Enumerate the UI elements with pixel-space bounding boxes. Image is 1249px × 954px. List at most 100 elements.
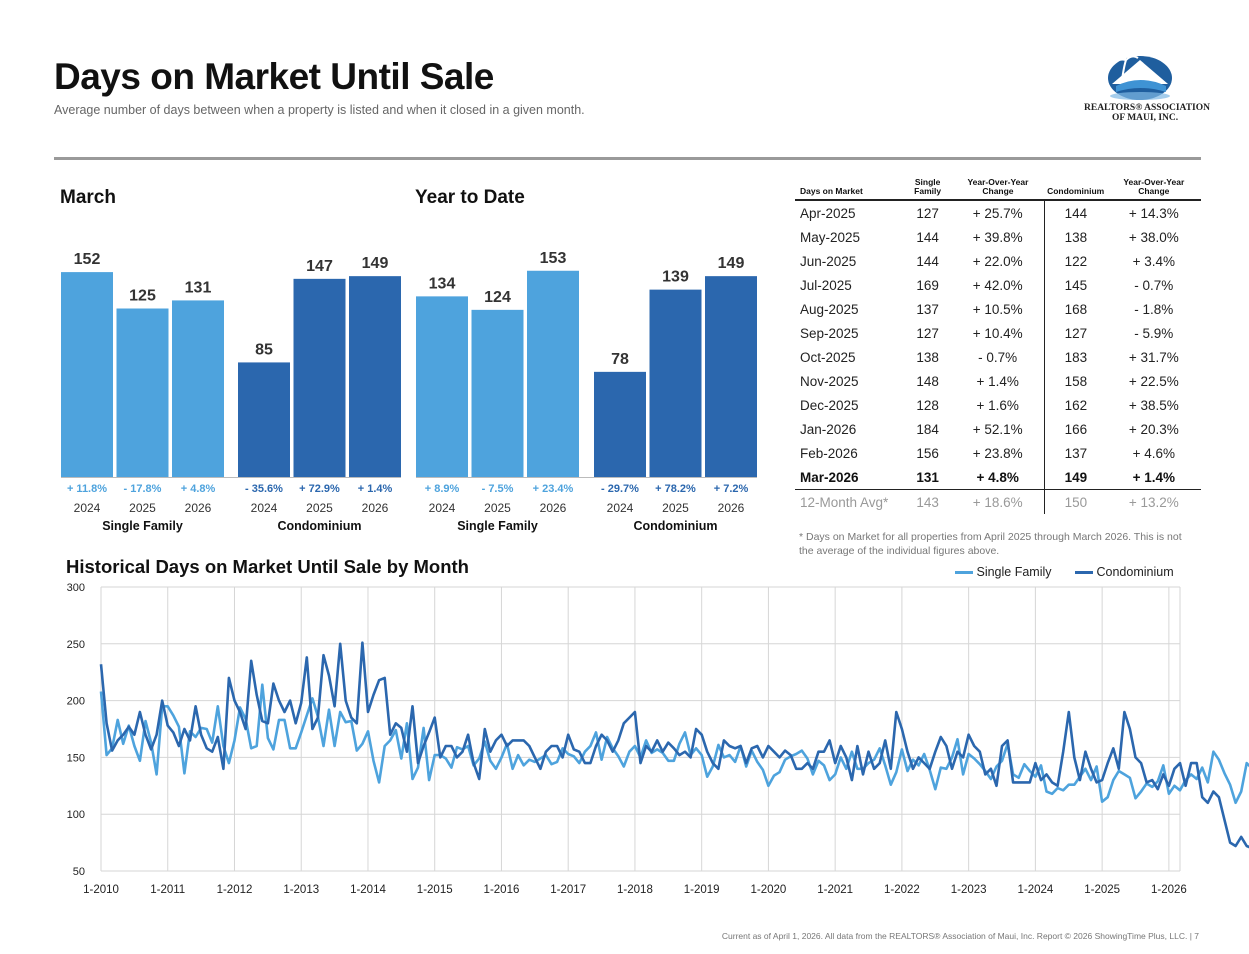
table-row: Jun-2025 144 + 22.0% 122 + 3.4% bbox=[795, 249, 1201, 273]
series-line-single-family bbox=[99, 683, 1249, 805]
cell-single-family: 156 bbox=[916, 445, 939, 461]
col-header-single-family: Single Family bbox=[904, 178, 952, 201]
y-tick-label-100: 100 bbox=[67, 809, 85, 821]
cell-condominium: 149 bbox=[1044, 465, 1107, 490]
cell-condo-change: + 22.5% bbox=[1128, 373, 1179, 389]
col-header-condo-change: Year-Over-Year Change bbox=[1106, 178, 1201, 201]
march-sf-value-2026: 131 bbox=[185, 279, 212, 296]
march-condo-value-2024: 85 bbox=[255, 341, 273, 358]
x-tick-label-1-2014: 1-2014 bbox=[350, 884, 386, 896]
ytd-condo-year-2026: 2026 bbox=[718, 501, 745, 515]
cell-condominium: 168 bbox=[1064, 301, 1088, 317]
ytd-sf-value-2026: 153 bbox=[540, 250, 567, 267]
history-legend: Single Family Condominium bbox=[955, 565, 1174, 579]
x-tick-label-1-2021: 1-2021 bbox=[817, 884, 853, 896]
ytd-sf-year-2026: 2026 bbox=[540, 501, 567, 515]
ytd-condo-bar-2024 bbox=[594, 371, 646, 477]
cell-condominium: 150 bbox=[1064, 494, 1088, 510]
cell-condo-change: + 38.0% bbox=[1128, 229, 1179, 245]
x-tick-label-1-2022: 1-2022 bbox=[884, 884, 920, 896]
cell-month: 12-Month Avg* bbox=[800, 494, 889, 510]
cell-single-family: 148 bbox=[916, 373, 939, 389]
table-row: Oct-2025 138 - 0.7% 183 + 31.7% bbox=[795, 345, 1201, 369]
cell-condo-change: - 5.9% bbox=[1134, 325, 1174, 341]
x-tick-label-1-2010: 1-2010 bbox=[83, 884, 119, 896]
cell-month: Apr-2025 bbox=[800, 205, 856, 221]
cell-condo-change: + 20.3% bbox=[1128, 421, 1179, 437]
ytd-chart-title: Year to Date bbox=[415, 187, 525, 208]
cell-single-family: 184 bbox=[916, 421, 939, 437]
ytd-sf-value-2024: 134 bbox=[429, 275, 456, 292]
march-condo-year-2025: 2025 bbox=[306, 501, 333, 515]
page-subtitle: Average number of days between when a pr… bbox=[54, 103, 585, 117]
ytd-condo-bar-2025 bbox=[649, 289, 702, 477]
cell-condominium: 183 bbox=[1064, 349, 1088, 365]
cell-sf-change: + 25.7% bbox=[951, 200, 1046, 225]
cell-single-family: 128 bbox=[916, 397, 939, 413]
page-footer: Current as of April 1, 2026. All data fr… bbox=[721, 931, 1199, 941]
logo-text-line1: REALTORS® ASSOCIATION bbox=[1084, 103, 1210, 113]
col-header-sf-change: Year-Over-Year Change bbox=[951, 178, 1045, 201]
cell-condo-change: - 1.8% bbox=[1134, 301, 1174, 317]
bar-charts: 152 + 11.8% 2024 125 - 17.8% 2025 131 + 4.8% 202… bbox=[61, 250, 757, 533]
march-sf-year-2025: 2025 bbox=[129, 501, 156, 515]
col-header-condominium: Condominium bbox=[1044, 178, 1107, 201]
ytd-condo-group-label: Condominium bbox=[633, 519, 717, 533]
cell-sf-change: + 18.6% bbox=[951, 489, 1046, 514]
x-tick-label-1-2015: 1-2015 bbox=[417, 884, 453, 896]
y-tick-label-300: 300 bbox=[67, 582, 85, 594]
march-sf-bar-2024 bbox=[61, 272, 113, 477]
cell-sf-change: + 42.0% bbox=[951, 273, 1046, 297]
cell-sf-change: + 1.6% bbox=[951, 393, 1046, 417]
cell-single-family: 127 bbox=[916, 325, 939, 341]
monthly-dom-table-wrap: Days on Market Single Family Year-Over-Y… bbox=[795, 178, 1203, 514]
cell-month: Aug-2025 bbox=[800, 301, 859, 317]
ytd-sf-change-2026: + 23.4% bbox=[533, 483, 574, 495]
march-sf-value-2025: 125 bbox=[129, 288, 156, 305]
cell-condo-change: + 4.6% bbox=[1132, 445, 1175, 461]
ytd-condo-change-2024: - 29.7% bbox=[601, 483, 639, 495]
y-tick-label-150: 150 bbox=[67, 752, 85, 764]
cell-condominium: 162 bbox=[1064, 397, 1088, 413]
cell-sf-change: + 1.4% bbox=[951, 369, 1046, 393]
ytd-condo-year-2024: 2024 bbox=[607, 501, 634, 515]
cell-single-family: 144 bbox=[916, 229, 939, 245]
y-tick-label-200: 200 bbox=[67, 696, 85, 708]
cell-sf-change: + 22.0% bbox=[951, 249, 1046, 273]
legend-label-single-family: Single Family bbox=[976, 565, 1052, 579]
legend-swatch-condominium bbox=[1075, 571, 1093, 575]
house-palm-logo-icon bbox=[1108, 52, 1172, 100]
march-sf-bar-2025 bbox=[116, 308, 169, 477]
cell-condo-change: - 0.7% bbox=[1134, 277, 1174, 293]
march-condo-change-2024: - 35.6% bbox=[245, 483, 283, 495]
march-sf-change-2024: + 11.8% bbox=[67, 483, 107, 495]
cell-condo-change: + 14.3% bbox=[1128, 205, 1179, 221]
cell-sf-change: + 10.5% bbox=[951, 297, 1046, 321]
ytd-condo-year-2025: 2025 bbox=[662, 501, 689, 515]
cell-sf-change: + 52.1% bbox=[951, 417, 1046, 441]
cell-single-family: 169 bbox=[916, 277, 939, 293]
march-condo-value-2025: 147 bbox=[306, 258, 333, 275]
table-row: Jul-2025 169 + 42.0% 145 - 0.7% bbox=[795, 273, 1201, 297]
table-avg-row: 12-Month Avg* 143 + 18.6% 150 + 13.2% bbox=[795, 489, 1201, 514]
cell-month: Dec-2025 bbox=[800, 397, 859, 413]
x-tick-label-1-2024: 1-2024 bbox=[1017, 884, 1053, 896]
march-chart-title: March bbox=[60, 187, 116, 208]
ytd-sf-year-2025: 2025 bbox=[484, 501, 511, 515]
cell-single-family: 143 bbox=[916, 494, 939, 510]
series-line-condominium bbox=[99, 641, 1249, 849]
cell-condo-change: + 13.2% bbox=[1128, 494, 1179, 510]
march-condo-change-2026: + 1.4% bbox=[358, 483, 393, 495]
cell-condo-change: + 1.4% bbox=[1106, 465, 1201, 490]
march-condo-change-2025: + 72.9% bbox=[299, 483, 340, 495]
table-footnote: * Days on Market for all properties from… bbox=[799, 531, 1182, 557]
cell-single-family: 138 bbox=[916, 349, 939, 365]
cell-month: Jun-2025 bbox=[800, 253, 857, 269]
cell-condo-change: + 31.7% bbox=[1128, 349, 1179, 365]
x-tick-label-1-2020: 1-2020 bbox=[751, 884, 787, 896]
x-tick-label-1-2013: 1-2013 bbox=[283, 884, 319, 896]
table-row: Aug-2025 137 + 10.5% 168 - 1.8% bbox=[795, 297, 1201, 321]
cell-single-family: 144 bbox=[916, 253, 939, 269]
cell-month: Oct-2025 bbox=[800, 349, 856, 365]
cell-month: Feb-2026 bbox=[800, 445, 858, 461]
